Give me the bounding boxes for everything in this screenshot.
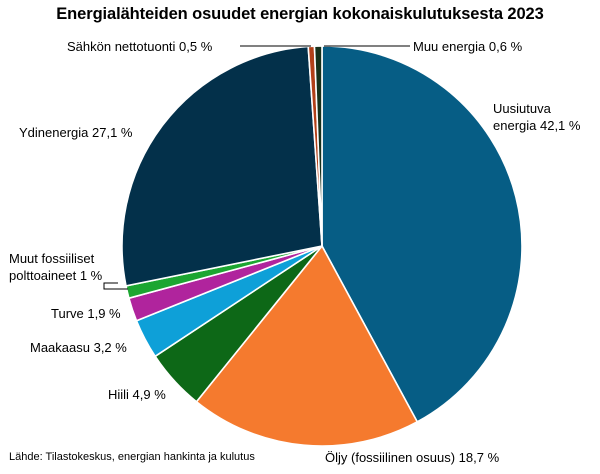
slice-label-line: Ydinenergia 27,1 %	[19, 125, 133, 140]
slice-label: Maakaasu 3,2 %	[30, 339, 127, 356]
slice-label: Muut fossiiliset polttoaineet 1 %	[9, 250, 102, 284]
source-note: Lähde: Tilastokeskus, energian hankinta …	[9, 451, 255, 463]
slice-label-line: Uusiutuva	[493, 101, 551, 116]
slice-label: Sähkön nettotuonti 0,5 %	[67, 38, 212, 55]
pie-slice	[121, 45, 323, 287]
slice-label-line: Hiili 4,9 %	[108, 387, 166, 402]
pie-slice	[195, 245, 419, 447]
slice-label-line: Muu energia 0,6 %	[413, 39, 523, 54]
slice-label-line: Öljy (fossiilinen osuus) 18,7 %	[325, 450, 500, 465]
slice-label: Öljy (fossiilinen osuus) 18,7 %	[325, 449, 499, 466]
pie-slice	[321, 45, 523, 423]
slice-label-line: Sähkön nettotuonti 0,5 %	[67, 39, 213, 54]
slice-label-line: Muut fossiiliset	[9, 251, 95, 266]
slice-label-line: Maakaasu 3,2 %	[30, 340, 127, 355]
chart-title: Energialähteiden osuudet energian kokona…	[56, 5, 544, 23]
slice-label: Ydinenergia 27,1 %	[19, 124, 132, 141]
slice-label-line: Turve 1,9 %	[51, 306, 121, 321]
slice-label-line: polttoaineet 1 %	[9, 268, 103, 283]
slice-label: Turve 1,9 %	[51, 305, 121, 322]
slice-label-line: energia 42,1 %	[493, 118, 581, 133]
slice-label: Muu energia 0,6 %	[413, 38, 522, 55]
slice-label: Hiili 4,9 %	[108, 386, 166, 403]
pie-slice	[313, 45, 323, 247]
leader-line	[103, 282, 128, 290]
slice-label: Uusiutuva energia 42,1 %	[493, 100, 580, 134]
